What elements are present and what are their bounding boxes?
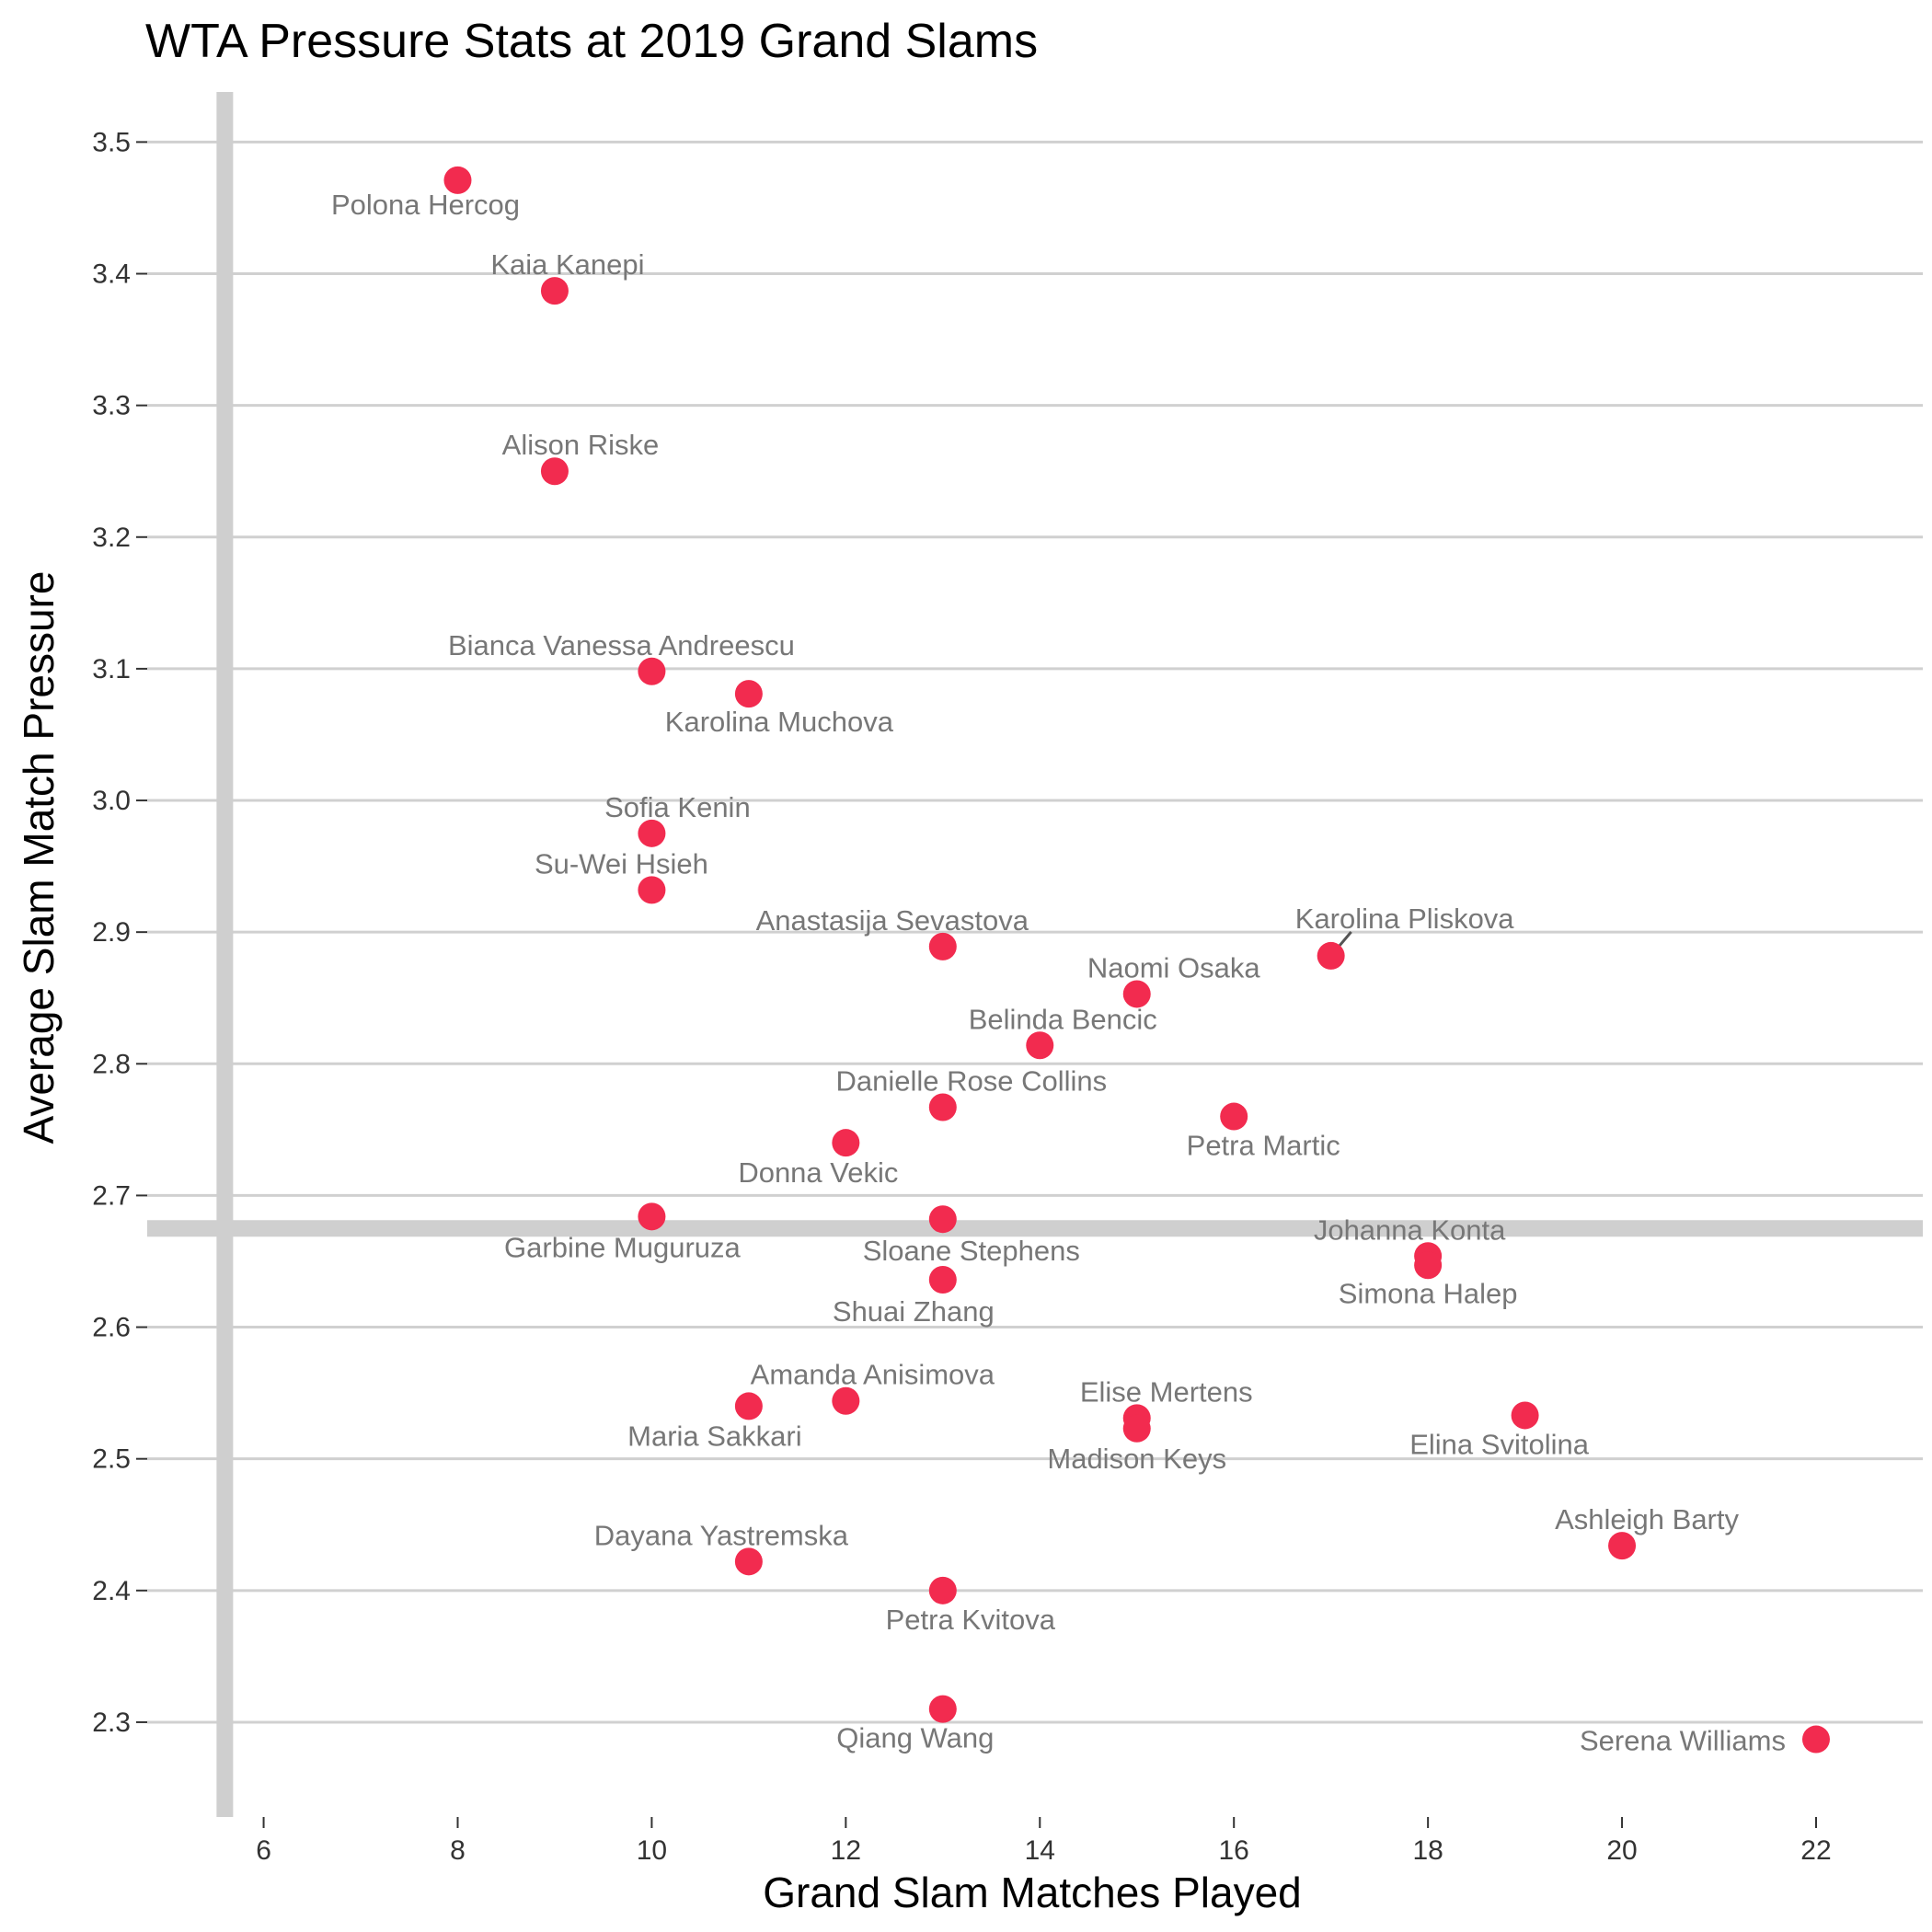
y-axis-title: Average Slam Match Pressure [15,571,63,1144]
point-label: Maria Sakkari [627,1420,802,1452]
point-label: Danielle Rose Collins [835,1065,1107,1098]
data-point [1317,941,1345,970]
data-point [832,1129,860,1157]
point-label: Simona Halep [1339,1277,1518,1309]
point-label: Sloane Stephens [863,1235,1080,1267]
data-point [638,876,666,904]
x-tick-label: 12 [831,1835,861,1866]
data-point [1122,1414,1151,1443]
data-point [443,166,472,194]
data-point [1608,1532,1637,1560]
data-point [1511,1401,1539,1430]
point-label: Donna Vekic [738,1156,898,1189]
y-tick-label: 2.4 [92,1576,131,1606]
point-label: Anastasija Sevastova [756,904,1029,937]
point-label: Petra Kvitova [886,1604,1056,1636]
point-label: Polona Hercog [331,189,520,221]
point-label: Serena Williams [1580,1725,1786,1757]
point-label: Belinda Bencic [969,1003,1157,1035]
data-point [734,1547,763,1576]
point-label: Su-Wei Hsieh [535,847,708,880]
data-point [928,1576,957,1604]
reference-lines [147,92,1923,1817]
gridlines [147,140,1923,1724]
x-tick-label: 6 [256,1835,271,1866]
data-point [638,1202,666,1231]
y-tick-label: 2.5 [92,1444,131,1475]
y-tick-label: 2.7 [92,1180,131,1211]
point-label: Elise Mertens [1080,1375,1253,1408]
chart-title: WTA Pressure Stats at 2019 Grand Slams [145,15,1038,68]
x-tick-label: 18 [1412,1835,1443,1866]
data-point [540,457,569,486]
data-point [832,1386,860,1415]
point-label: Johanna Konta [1314,1213,1506,1246]
data-point [1122,980,1151,1008]
point-label: Alison Riske [502,429,660,461]
point-label: Karolina Pliskova [1295,903,1515,935]
point-label: Kaia Kanepi [490,248,644,281]
point-label: Madison Keys [1047,1443,1226,1475]
x-axis-title: Grand Slam Matches Played [763,1869,1302,1916]
y-tick-label: 3.4 [92,259,131,290]
x-tick-label: 14 [1025,1835,1055,1866]
data-point [734,1392,763,1420]
data-point [928,932,957,960]
y-tick-label: 2.8 [92,1049,131,1079]
data-point [1801,1725,1830,1754]
y-tick-label: 3.3 [92,391,131,421]
y-tick-label: 3.5 [92,127,131,157]
point-label: Ashleigh Barty [1555,1503,1739,1535]
y-tick-label: 2.6 [92,1313,131,1343]
data-point [928,1266,957,1294]
x-tick-label: 8 [450,1835,466,1866]
point-label: Shuai Zhang [833,1295,995,1328]
point-label: Amanda Anisimova [751,1359,995,1391]
data-point [638,819,666,847]
x-tick-label: 20 [1606,1835,1637,1866]
point-label: Petra Martic [1187,1130,1340,1162]
axes: 2.3 2.4 2.5 2.6 2.7 2.8 2.9 3.0 3.1 3.2 3.3 3.4 3.5 6… [92,127,1831,1866]
point-label: Qiang Wang [836,1722,994,1754]
data-point [1414,1251,1443,1280]
point-label: Elina Svitolina [1409,1428,1589,1460]
point-label: Bianca Vanessa Andreescu [448,629,795,661]
data-point [928,1093,957,1121]
point-label: Naomi Osaka [1087,951,1261,983]
y-tick-label: 3.1 [92,654,131,684]
y-tick-label: 3.2 [92,523,131,553]
x-tick-label: 10 [637,1835,667,1866]
point-labels: Polona Hercog Kaia Kanepi Alison Riske Bian… [331,189,1786,1757]
data-point [638,657,666,685]
data-point [540,277,569,305]
y-tick-label: 3.0 [92,786,131,816]
data-point [928,1205,957,1234]
data-point [1220,1102,1248,1131]
data-point [928,1695,957,1723]
y-tick-label: 2.9 [92,917,131,948]
y-tick-label: 2.3 [92,1708,131,1738]
x-tick-label: 22 [1800,1835,1831,1866]
data-points [443,166,1830,1754]
point-label: Garbine Muguruza [504,1231,742,1263]
point-label: Karolina Muchova [665,706,894,738]
data-point [1026,1031,1054,1060]
data-point [734,680,763,708]
x-tick-label: 16 [1219,1835,1249,1866]
point-label: Sofia Kenin [604,791,751,823]
point-label: Dayana Yastremska [594,1519,849,1551]
